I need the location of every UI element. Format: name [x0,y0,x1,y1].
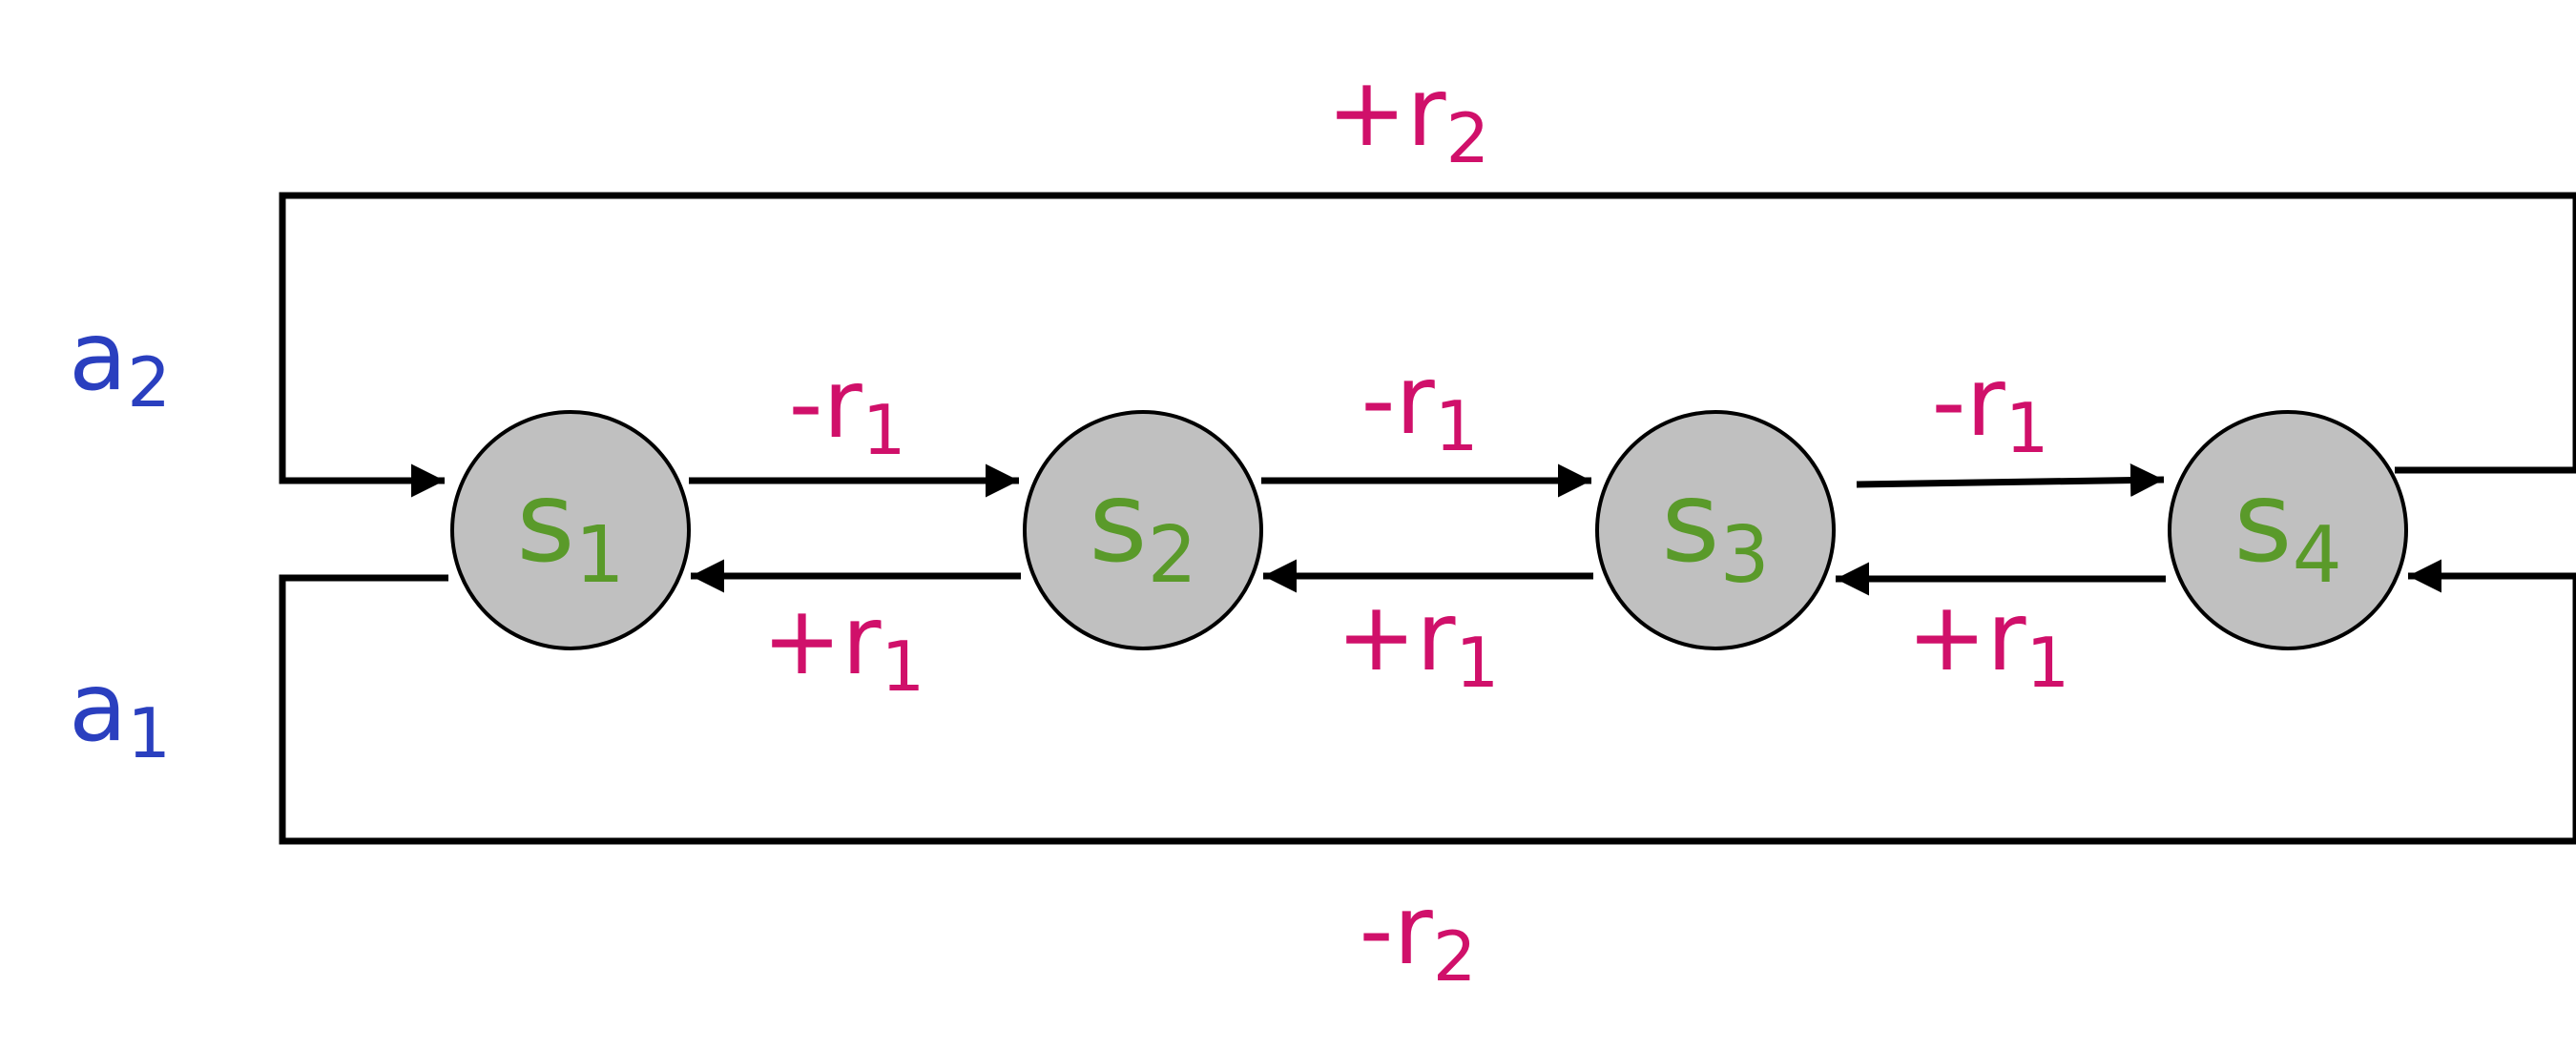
state-subscript: 2 [1148,510,1197,601]
svg-text:s1: s1 [516,456,625,601]
state-subscript: 1 [575,510,625,601]
reward-label-s2-s3: -r1 [1361,344,1478,466]
svg-text:s2: s2 [1089,456,1197,601]
state-circle [1595,410,1836,650]
top-loop-arrow [279,192,2576,498]
state-label: s [1089,456,1147,587]
state-s1: s1 [450,410,691,650]
state-circle [450,410,691,650]
state-subscript: 3 [1720,510,1770,601]
state-s3: s3 [1595,410,1836,650]
reward-label-s2-s1: +r1 [762,585,925,707]
reward-label-s3-s4: -r1 [1931,346,2048,468]
state-label: s [2233,456,2292,587]
state-label: s [1661,456,1719,587]
state-circle [1023,410,1263,650]
reward-label-s3-s2: +r1 [1337,581,1500,703]
reward-label-s1-s2: -r1 [788,348,905,470]
state-subscript: 4 [2293,510,2342,601]
arrow-s3-to-s4 [1856,463,2165,498]
action-label-a1: a1 [69,651,171,773]
action-label-a2: a2 [69,300,171,422]
svg-text:s4: s4 [2233,456,2342,601]
reward-label-bottom-loop: -r2 [1359,874,1476,997]
state-circle [2168,410,2408,650]
state-s4: s4 [2168,410,2408,650]
bottom-loop-arrow [279,559,2576,845]
state-s2: s2 [1023,410,1263,650]
reward-label-s4-s3: +r1 [1907,581,2070,703]
svg-text:s3: s3 [1661,456,1770,601]
state-label: s [516,456,574,587]
reward-label-top-loop: +r2 [1327,56,1490,178]
